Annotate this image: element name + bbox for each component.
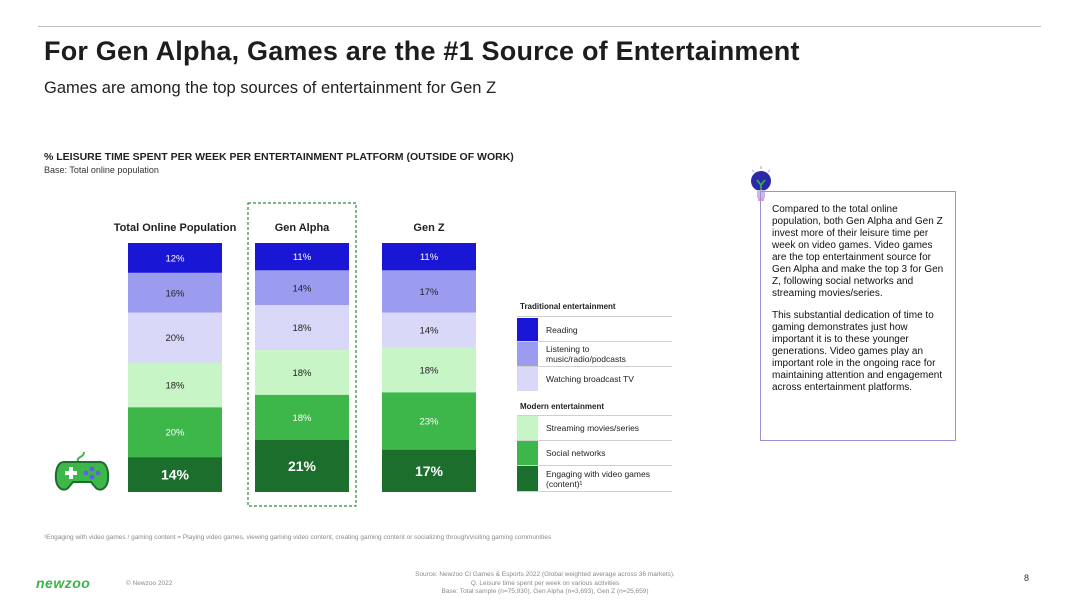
bar-segment: [128, 312, 222, 363]
legend-item-broadcast-tv: Watching broadcast TV: [517, 367, 672, 391]
legend-swatch: [517, 416, 538, 440]
source-note: Source: Newzoo CI Games & Esports 2022 (…: [380, 571, 710, 597]
legend-swatch: [517, 342, 538, 366]
data-label: 18%: [292, 323, 312, 334]
legend-label: Engaging with video games (content)¹: [546, 468, 650, 489]
legend-divider: [517, 415, 672, 416]
data-label: 11%: [293, 252, 312, 263]
callout-paragraph: Compared to the total online population,…: [772, 204, 944, 299]
bar-segment: [255, 243, 349, 271]
legend-modern-title: Modern entertainment: [520, 402, 605, 411]
source-line: Source: Newzoo CI Games & Esports 2022 (…: [415, 571, 675, 578]
legend-item-social: Social networks: [517, 441, 672, 465]
bar-segment: [382, 312, 476, 348]
bar-segment: [382, 243, 476, 271]
category-label: Gen Alpha: [275, 222, 330, 234]
top-divider: [38, 26, 1041, 27]
gamepad-icon: [54, 451, 110, 491]
bar-segment: [382, 270, 476, 313]
callout-paragraph: This substantial dedication of time to g…: [772, 310, 943, 393]
legend-item-listening: Listening to music/radio/podcasts: [517, 342, 672, 366]
bar-segment: [255, 350, 349, 395]
bar-segment: [382, 347, 476, 393]
bar-segment: [255, 270, 349, 306]
data-label: 17%: [419, 287, 439, 298]
bar-segment: [255, 394, 349, 440]
highlight-frame: [247, 202, 357, 507]
data-label: 14%: [161, 467, 190, 483]
data-label: 23%: [419, 417, 439, 428]
data-label: 11%: [420, 252, 439, 263]
legend-divider: [517, 341, 672, 342]
legend-swatch: [517, 441, 538, 465]
bar-segment: [128, 407, 222, 458]
chart-title: % LEISURE TIME SPENT PER WEEK PER ENTERT…: [44, 151, 514, 163]
data-label: 14%: [419, 326, 439, 337]
data-label: 18%: [292, 368, 312, 379]
legend-divider: [517, 465, 672, 466]
data-label: 18%: [419, 365, 439, 376]
source-line: Q. Leisure time spent per week on variou…: [470, 579, 620, 587]
insight-callout: Compared to the total online population,…: [760, 191, 956, 441]
category-label: Gen Z: [413, 222, 444, 234]
legend-swatch: [517, 367, 538, 391]
legend-label: Watching broadcast TV: [546, 374, 634, 384]
bar-segment: [255, 305, 349, 351]
data-label: 12%: [165, 253, 185, 264]
data-label: 20%: [165, 428, 185, 439]
chart-base-note: Base: Total online population: [44, 165, 159, 175]
data-label: 21%: [288, 458, 317, 474]
legend-divider: [517, 440, 672, 441]
legend-swatch: [517, 466, 538, 491]
legend-divider: [517, 491, 672, 492]
legend-item-reading: Reading: [517, 318, 672, 341]
legend-item-video-games: Engaging with video games (content)¹: [517, 466, 672, 491]
legend-label: Reading: [546, 324, 578, 335]
lightbulb-icon: [751, 166, 771, 201]
data-label: 18%: [292, 413, 312, 424]
page-subtitle: Games are among the top sources of enter…: [44, 79, 497, 97]
legend-label: Listening to music/radio/podcasts: [546, 344, 626, 364]
data-label: 18%: [165, 380, 185, 391]
legend-item-streaming: Streaming movies/series: [517, 416, 672, 440]
legend-label: Streaming movies/series: [546, 423, 640, 433]
legend-label: Social networks: [546, 448, 606, 458]
copyright: © Newzoo 2022: [126, 580, 173, 587]
category-label: Total Online Population: [114, 222, 237, 234]
bar-segment: [128, 457, 222, 492]
bar-segment: [382, 392, 476, 450]
page-number: 8: [1024, 573, 1030, 583]
footnote: ¹Engaging with video games / gaming cont…: [44, 534, 552, 541]
data-label: 20%: [165, 333, 185, 344]
data-label: 16%: [165, 288, 185, 299]
legend-divider: [517, 366, 672, 367]
bar-segment: [255, 439, 349, 492]
bar-segment: [128, 362, 222, 408]
data-label: 17%: [415, 463, 444, 479]
page-title: For Gen Alpha, Games are the #1 Source o…: [44, 36, 800, 66]
bar-segment: [382, 449, 476, 492]
newzoo-logo: newzoo: [36, 575, 91, 591]
legend-swatch: [517, 318, 538, 341]
legend-traditional-title: Traditional entertainment: [520, 302, 616, 311]
legend-divider: [517, 316, 672, 317]
source-line: Base: Total sample (n=75,930), Gen Alpha…: [441, 588, 649, 595]
data-label: 14%: [292, 283, 312, 294]
bar-segment: [128, 272, 222, 313]
bar-segment: [128, 243, 222, 273]
